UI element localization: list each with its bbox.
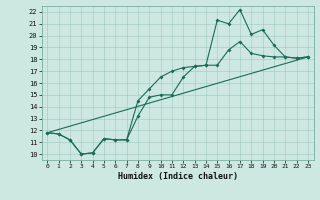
X-axis label: Humidex (Indice chaleur): Humidex (Indice chaleur) bbox=[118, 172, 237, 181]
